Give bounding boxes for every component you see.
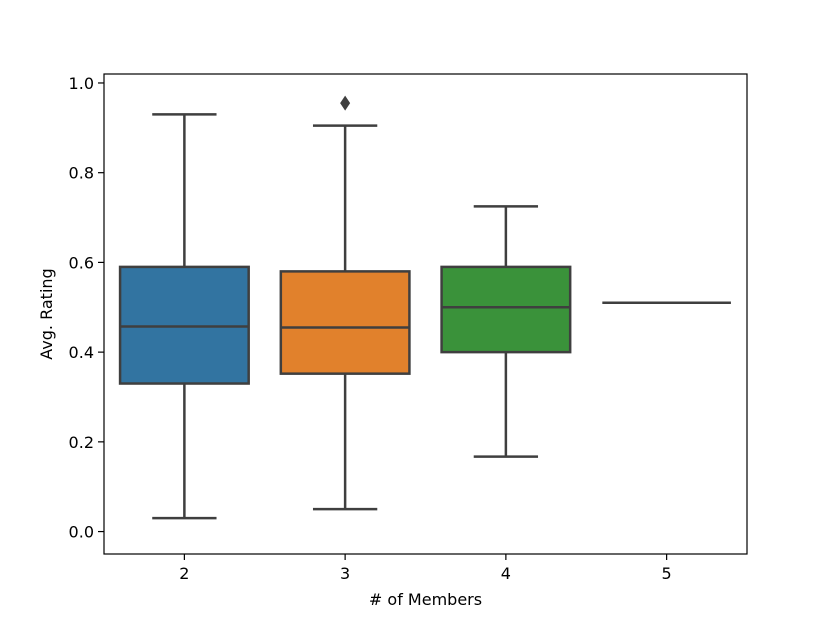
y-tick-label: 0.6	[69, 253, 94, 272]
box-group-2	[118, 113, 250, 520]
x-tick-label: 2	[179, 564, 189, 583]
x-axis: 2 3 4 5	[179, 554, 672, 583]
boxes-layer	[118, 95, 731, 520]
x-axis-label: # of Members	[369, 590, 482, 609]
y-tick-label: 0.2	[69, 433, 94, 452]
y-axis-label: Avg. Rating	[37, 268, 56, 359]
box-group-4	[440, 205, 572, 458]
x-tick-label: 3	[340, 564, 350, 583]
box-group-3	[279, 95, 411, 511]
y-tick-label: 0.0	[69, 523, 94, 542]
plot-frame	[103, 73, 748, 555]
box-iqr	[440, 265, 572, 354]
x-tick-label: 5	[662, 564, 672, 583]
x-tick-label: 4	[501, 564, 511, 583]
y-tick-label: 1.0	[69, 74, 94, 93]
box-iqr	[279, 270, 411, 375]
y-tick-label: 0.8	[69, 164, 94, 183]
outlier-point	[340, 95, 351, 111]
y-tick-label: 0.4	[69, 343, 94, 362]
y-axis: 0.0 0.2 0.4 0.6 0.8 1.0	[69, 74, 104, 542]
box-iqr	[118, 265, 250, 385]
